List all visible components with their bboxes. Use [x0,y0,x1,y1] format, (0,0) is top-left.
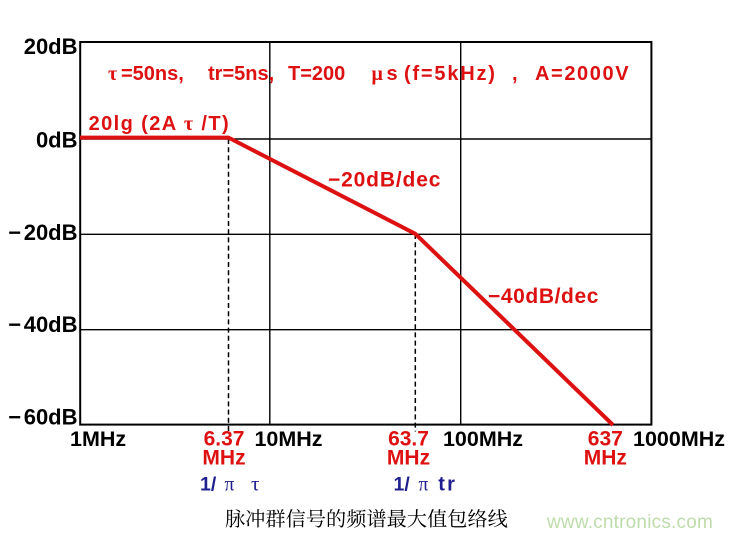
svg-text:−20dB/dec: −20dB/dec [328,169,441,192]
svg-text:1/πτ: 1/π τ [200,472,259,496]
svg-text:6.37: 6.37 [204,428,245,451]
svg-text:www.cntronics.com: www.cntronics.com [546,512,713,533]
svg-text:0dB: 0dB [36,127,78,152]
svg-text:MHz: MHz [584,447,627,470]
svg-text:100MHz: 100MHz [443,427,523,451]
svg-text:−60dB: −60dB [8,405,77,430]
svg-text:1000MHz: 1000MHz [633,427,725,451]
svg-text:−40dB/dec: −40dB/dec [488,285,599,308]
svg-text:637: 637 [588,428,623,451]
svg-text:1MHz: 1MHz [70,427,126,451]
svg-text:−20dB: −20dB [8,220,77,245]
svg-text:MHz: MHz [202,447,245,470]
svg-text:MHz: MHz [387,447,430,470]
svg-text:20lg (2A τ /T): 20lg (2A τ /T) [89,113,230,135]
svg-text:20dB: 20dB [24,34,78,59]
svg-text:−40dB: −40dB [8,312,77,337]
svg-text:10MHz: 10MHz [254,427,322,451]
svg-text:1/πtr: 1/π tr [394,474,458,496]
svg-text:63.7: 63.7 [388,428,429,451]
